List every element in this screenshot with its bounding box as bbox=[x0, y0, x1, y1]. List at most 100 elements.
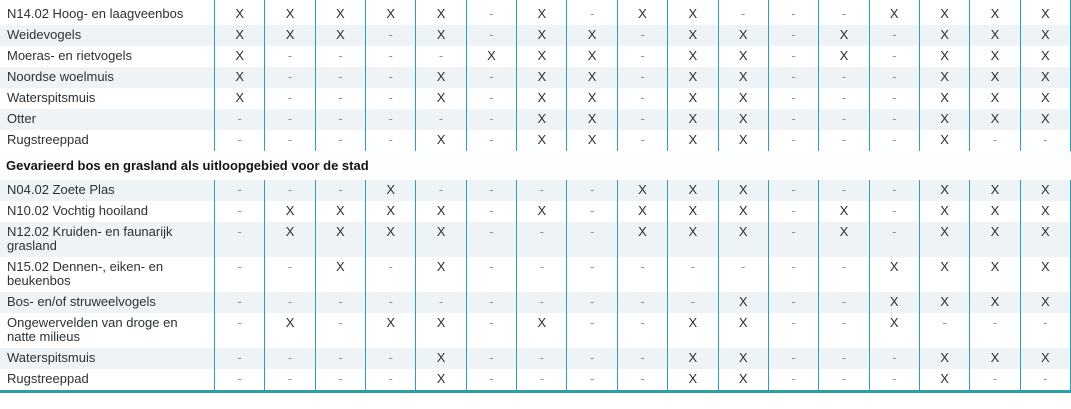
cell-value-present: X bbox=[920, 67, 971, 88]
cell-value-present: X bbox=[316, 0, 367, 25]
cell-value-absent: - bbox=[819, 130, 870, 151]
cell-value-absent: - bbox=[567, 222, 618, 257]
cell-value-absent: - bbox=[769, 0, 820, 25]
row-label: Ongewervelden van droge en natte milieus bbox=[0, 313, 215, 348]
cell-value-absent: - bbox=[215, 257, 266, 292]
cell-value-present: X bbox=[719, 369, 769, 390]
cell-value-absent: - bbox=[769, 88, 820, 109]
cell-value-absent: - bbox=[870, 180, 920, 201]
cell-value-present: X bbox=[819, 201, 870, 222]
cell-value-present: X bbox=[265, 0, 316, 25]
cell-value-absent: - bbox=[769, 180, 820, 201]
cell-value-present: X bbox=[618, 0, 669, 25]
cell-value-absent: - bbox=[215, 292, 266, 313]
cell-value-absent: - bbox=[265, 67, 316, 88]
cell-value-present: X bbox=[970, 109, 1021, 130]
cell-value-absent: - bbox=[618, 25, 669, 46]
cell-value-absent: - bbox=[366, 88, 417, 109]
cell-value-absent: - bbox=[567, 201, 618, 222]
cell-value-absent: - bbox=[316, 46, 367, 67]
cell-value-present: X bbox=[416, 257, 467, 292]
cell-value-present: X bbox=[920, 88, 971, 109]
cell-value-absent: - bbox=[567, 313, 618, 348]
cell-value-present: X bbox=[819, 222, 870, 257]
cell-value-present: X bbox=[416, 201, 467, 222]
cell-value-present: X bbox=[920, 201, 971, 222]
table-row: Noordse woelmuis X - - - X - X X - X X - - - X X X bbox=[0, 67, 1071, 88]
cell-value-absent: - bbox=[265, 88, 316, 109]
cell-value-present: X bbox=[517, 201, 568, 222]
cell-value-present: X bbox=[517, 313, 568, 348]
row-label: N15.02 Dennen-, eiken- en beukenbos bbox=[0, 257, 215, 292]
cell-value-absent: - bbox=[316, 369, 367, 390]
cell-value-absent: - bbox=[467, 292, 518, 313]
cell-value-present: X bbox=[567, 109, 618, 130]
cell-value-present: X bbox=[719, 88, 769, 109]
cell-value-present: X bbox=[567, 46, 618, 67]
cell-value-present: X bbox=[668, 313, 719, 348]
cell-value-present: X bbox=[719, 25, 769, 46]
cell-value-absent: - bbox=[618, 130, 669, 151]
cell-value-present: X bbox=[719, 292, 769, 313]
cell-value-absent: - bbox=[366, 348, 417, 369]
cell-value-absent: - bbox=[870, 348, 920, 369]
cell-value-present: X bbox=[366, 180, 417, 201]
cell-value-absent: - bbox=[870, 369, 920, 390]
row-label: Rugstreeppad bbox=[0, 130, 215, 151]
cell-value-absent: - bbox=[215, 313, 266, 348]
cell-value-absent: - bbox=[467, 257, 518, 292]
cell-value-present: X bbox=[1021, 67, 1071, 88]
cell-value-present: X bbox=[215, 88, 266, 109]
cell-value-present: X bbox=[920, 222, 971, 257]
cell-value-present: X bbox=[819, 25, 870, 46]
cell-value-absent: - bbox=[265, 257, 316, 292]
cell-value-absent: - bbox=[416, 46, 467, 67]
cell-value-absent: - bbox=[618, 257, 669, 292]
cell-value-present: X bbox=[970, 257, 1021, 292]
cell-value-present: X bbox=[1021, 292, 1071, 313]
cell-value-absent: - bbox=[769, 313, 820, 348]
cell-value-absent: - bbox=[467, 130, 518, 151]
cell-value-absent: - bbox=[618, 313, 669, 348]
cell-value-present: X bbox=[920, 130, 971, 151]
row-label: Waterspitsmuis bbox=[0, 348, 215, 369]
cell-value-present: X bbox=[920, 0, 971, 25]
cell-value-present: X bbox=[265, 201, 316, 222]
cell-value-present: X bbox=[719, 130, 769, 151]
cell-value-present: X bbox=[870, 0, 920, 25]
cell-value-present: X bbox=[416, 88, 467, 109]
cell-value-absent: - bbox=[819, 348, 870, 369]
cell-value-absent: - bbox=[769, 292, 820, 313]
cell-value-present: X bbox=[1021, 348, 1071, 369]
cell-value-absent: - bbox=[366, 46, 417, 67]
cell-value-present: X bbox=[366, 313, 417, 348]
cell-value-present: X bbox=[1021, 88, 1071, 109]
cell-value-absent: - bbox=[769, 25, 820, 46]
cell-value-absent: - bbox=[668, 292, 719, 313]
cell-value-absent: - bbox=[215, 369, 266, 390]
cell-value-present: X bbox=[416, 67, 467, 88]
cell-value-present: X bbox=[719, 313, 769, 348]
cell-value-absent: - bbox=[618, 88, 669, 109]
cell-value-present: X bbox=[1021, 180, 1071, 201]
cell-value-absent: - bbox=[316, 348, 367, 369]
cell-value-absent: - bbox=[467, 180, 518, 201]
row-label: Noordse woelmuis bbox=[0, 67, 215, 88]
cell-value-absent: - bbox=[467, 201, 518, 222]
cell-value-absent: - bbox=[316, 292, 367, 313]
cell-value-present: X bbox=[567, 130, 618, 151]
cell-value-present: X bbox=[265, 25, 316, 46]
cell-value-absent: - bbox=[265, 369, 316, 390]
row-label: Bos- en/of struweelvogels bbox=[0, 292, 215, 313]
cell-value-absent: - bbox=[517, 369, 568, 390]
cell-value-present: X bbox=[517, 25, 568, 46]
table-row: Ongewervelden van droge en natte milieus… bbox=[0, 313, 1071, 348]
cell-value-absent: - bbox=[870, 67, 920, 88]
cell-value-absent: - bbox=[870, 25, 920, 46]
cell-value-present: X bbox=[920, 180, 971, 201]
cell-value-absent: - bbox=[265, 292, 316, 313]
cell-value-present: X bbox=[920, 369, 971, 390]
cell-value-absent: - bbox=[567, 257, 618, 292]
cell-value-present: X bbox=[517, 130, 568, 151]
cell-value-absent: - bbox=[467, 88, 518, 109]
